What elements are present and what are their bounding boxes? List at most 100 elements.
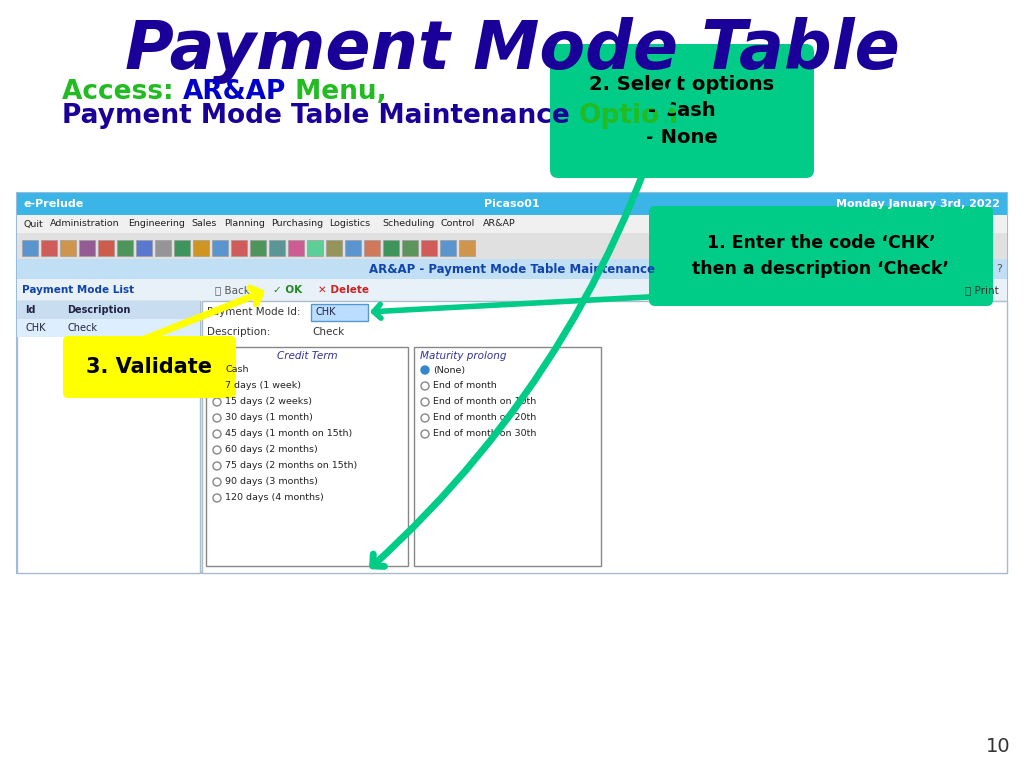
FancyBboxPatch shape — [230, 240, 247, 256]
Text: Cash: Cash — [225, 366, 249, 375]
FancyBboxPatch shape — [17, 259, 1007, 279]
FancyBboxPatch shape — [79, 240, 94, 256]
Text: ✓ OK: ✓ OK — [273, 285, 302, 295]
Text: Planning: Planning — [224, 220, 264, 229]
FancyBboxPatch shape — [288, 240, 303, 256]
FancyBboxPatch shape — [117, 240, 132, 256]
Text: Sales: Sales — [191, 220, 217, 229]
Circle shape — [213, 478, 221, 486]
FancyBboxPatch shape — [193, 240, 209, 256]
Circle shape — [421, 398, 429, 406]
FancyBboxPatch shape — [17, 301, 200, 319]
Text: 3. Validate: 3. Validate — [86, 357, 213, 377]
Text: AR&AP: AR&AP — [182, 79, 286, 105]
Text: CHK: CHK — [316, 307, 337, 317]
Circle shape — [213, 494, 221, 502]
Text: End of month: End of month — [433, 382, 497, 390]
FancyBboxPatch shape — [17, 193, 1007, 573]
FancyBboxPatch shape — [59, 240, 76, 256]
FancyBboxPatch shape — [17, 279, 1007, 301]
FancyBboxPatch shape — [326, 240, 341, 256]
FancyBboxPatch shape — [268, 240, 285, 256]
Text: Payment Mode List: Payment Mode List — [22, 285, 134, 295]
Text: 7 days (1 week): 7 days (1 week) — [225, 382, 301, 390]
Text: Option: Option — [579, 103, 679, 129]
Circle shape — [213, 366, 221, 374]
FancyBboxPatch shape — [414, 347, 601, 566]
Text: Description: Description — [67, 305, 130, 315]
FancyBboxPatch shape — [63, 336, 236, 398]
Text: Monday January 3rd, 2022: Monday January 3rd, 2022 — [836, 199, 1000, 209]
Text: End of month on 30th: End of month on 30th — [433, 429, 537, 439]
Circle shape — [421, 430, 429, 438]
FancyBboxPatch shape — [364, 240, 380, 256]
Text: Administration: Administration — [50, 220, 120, 229]
Text: Check: Check — [312, 327, 344, 337]
Text: e-Prelude: e-Prelude — [24, 199, 84, 209]
Circle shape — [213, 430, 221, 438]
Text: Purchasing: Purchasing — [271, 220, 324, 229]
FancyBboxPatch shape — [17, 233, 1007, 259]
Text: 75 days (2 months on 15th): 75 days (2 months on 15th) — [225, 462, 357, 471]
Text: Payment Mode Id:: Payment Mode Id: — [207, 307, 300, 317]
Text: AR&AP - Payment Mode Table Maintenance: AR&AP - Payment Mode Table Maintenance — [369, 263, 655, 276]
Text: 120 days (4 months): 120 days (4 months) — [225, 494, 324, 502]
Text: 10: 10 — [985, 737, 1010, 756]
Text: 🔙 Back: 🔙 Back — [215, 285, 250, 295]
Circle shape — [213, 446, 221, 454]
Text: 60 days (2 months): 60 days (2 months) — [225, 445, 317, 455]
Text: CHK: CHK — [25, 323, 45, 333]
FancyBboxPatch shape — [212, 240, 227, 256]
Text: 2. Select options
- Cash
- None: 2. Select options - Cash - None — [590, 75, 774, 147]
Text: 90 days (3 months): 90 days (3 months) — [225, 478, 317, 486]
Text: Control: Control — [440, 220, 474, 229]
Text: Check: Check — [67, 323, 97, 333]
Text: ?: ? — [996, 264, 1002, 274]
Text: Description:: Description: — [207, 327, 270, 337]
FancyBboxPatch shape — [41, 240, 56, 256]
Text: Engineering: Engineering — [129, 220, 185, 229]
FancyBboxPatch shape — [155, 240, 171, 256]
Text: Access:: Access: — [62, 79, 182, 105]
FancyBboxPatch shape — [97, 240, 114, 256]
Text: (None): (None) — [433, 366, 465, 375]
Text: Quit: Quit — [23, 220, 43, 229]
Text: 🖨 Print: 🖨 Print — [966, 285, 999, 295]
Text: Id: Id — [25, 305, 36, 315]
FancyBboxPatch shape — [17, 301, 200, 573]
Text: End of month on 10th: End of month on 10th — [433, 398, 537, 406]
Text: Picaso01: Picaso01 — [484, 199, 540, 209]
Text: 45 days (1 month on 15th): 45 days (1 month on 15th) — [225, 429, 352, 439]
FancyBboxPatch shape — [344, 240, 360, 256]
FancyBboxPatch shape — [206, 347, 408, 566]
FancyBboxPatch shape — [421, 240, 436, 256]
FancyBboxPatch shape — [202, 301, 1007, 573]
Text: 30 days (1 month): 30 days (1 month) — [225, 413, 313, 422]
FancyBboxPatch shape — [17, 319, 200, 337]
Text: Payment Mode Table Maintenance: Payment Mode Table Maintenance — [62, 103, 579, 129]
Circle shape — [213, 462, 221, 470]
FancyBboxPatch shape — [306, 240, 323, 256]
Circle shape — [421, 366, 429, 374]
Text: AR&AP: AR&AP — [482, 220, 515, 229]
FancyBboxPatch shape — [439, 240, 456, 256]
FancyBboxPatch shape — [17, 215, 1007, 233]
Text: Credit Term: Credit Term — [276, 351, 337, 361]
FancyBboxPatch shape — [173, 240, 189, 256]
Circle shape — [213, 382, 221, 390]
Circle shape — [213, 414, 221, 422]
Text: Maturity prolong: Maturity prolong — [420, 351, 507, 361]
FancyBboxPatch shape — [311, 304, 368, 321]
FancyBboxPatch shape — [459, 240, 474, 256]
FancyBboxPatch shape — [550, 44, 814, 178]
Circle shape — [421, 414, 429, 422]
Circle shape — [421, 382, 429, 390]
FancyBboxPatch shape — [17, 193, 1007, 215]
FancyBboxPatch shape — [250, 240, 265, 256]
Text: Payment Mode Table: Payment Mode Table — [125, 16, 899, 84]
FancyBboxPatch shape — [401, 240, 418, 256]
Text: End of month on 20th: End of month on 20th — [433, 413, 537, 422]
Text: Logistics: Logistics — [330, 220, 371, 229]
Text: Scheduling: Scheduling — [382, 220, 434, 229]
Text: 1. Enter the code ‘CHK’
then a description ‘Check’: 1. Enter the code ‘CHK’ then a descripti… — [692, 234, 949, 277]
